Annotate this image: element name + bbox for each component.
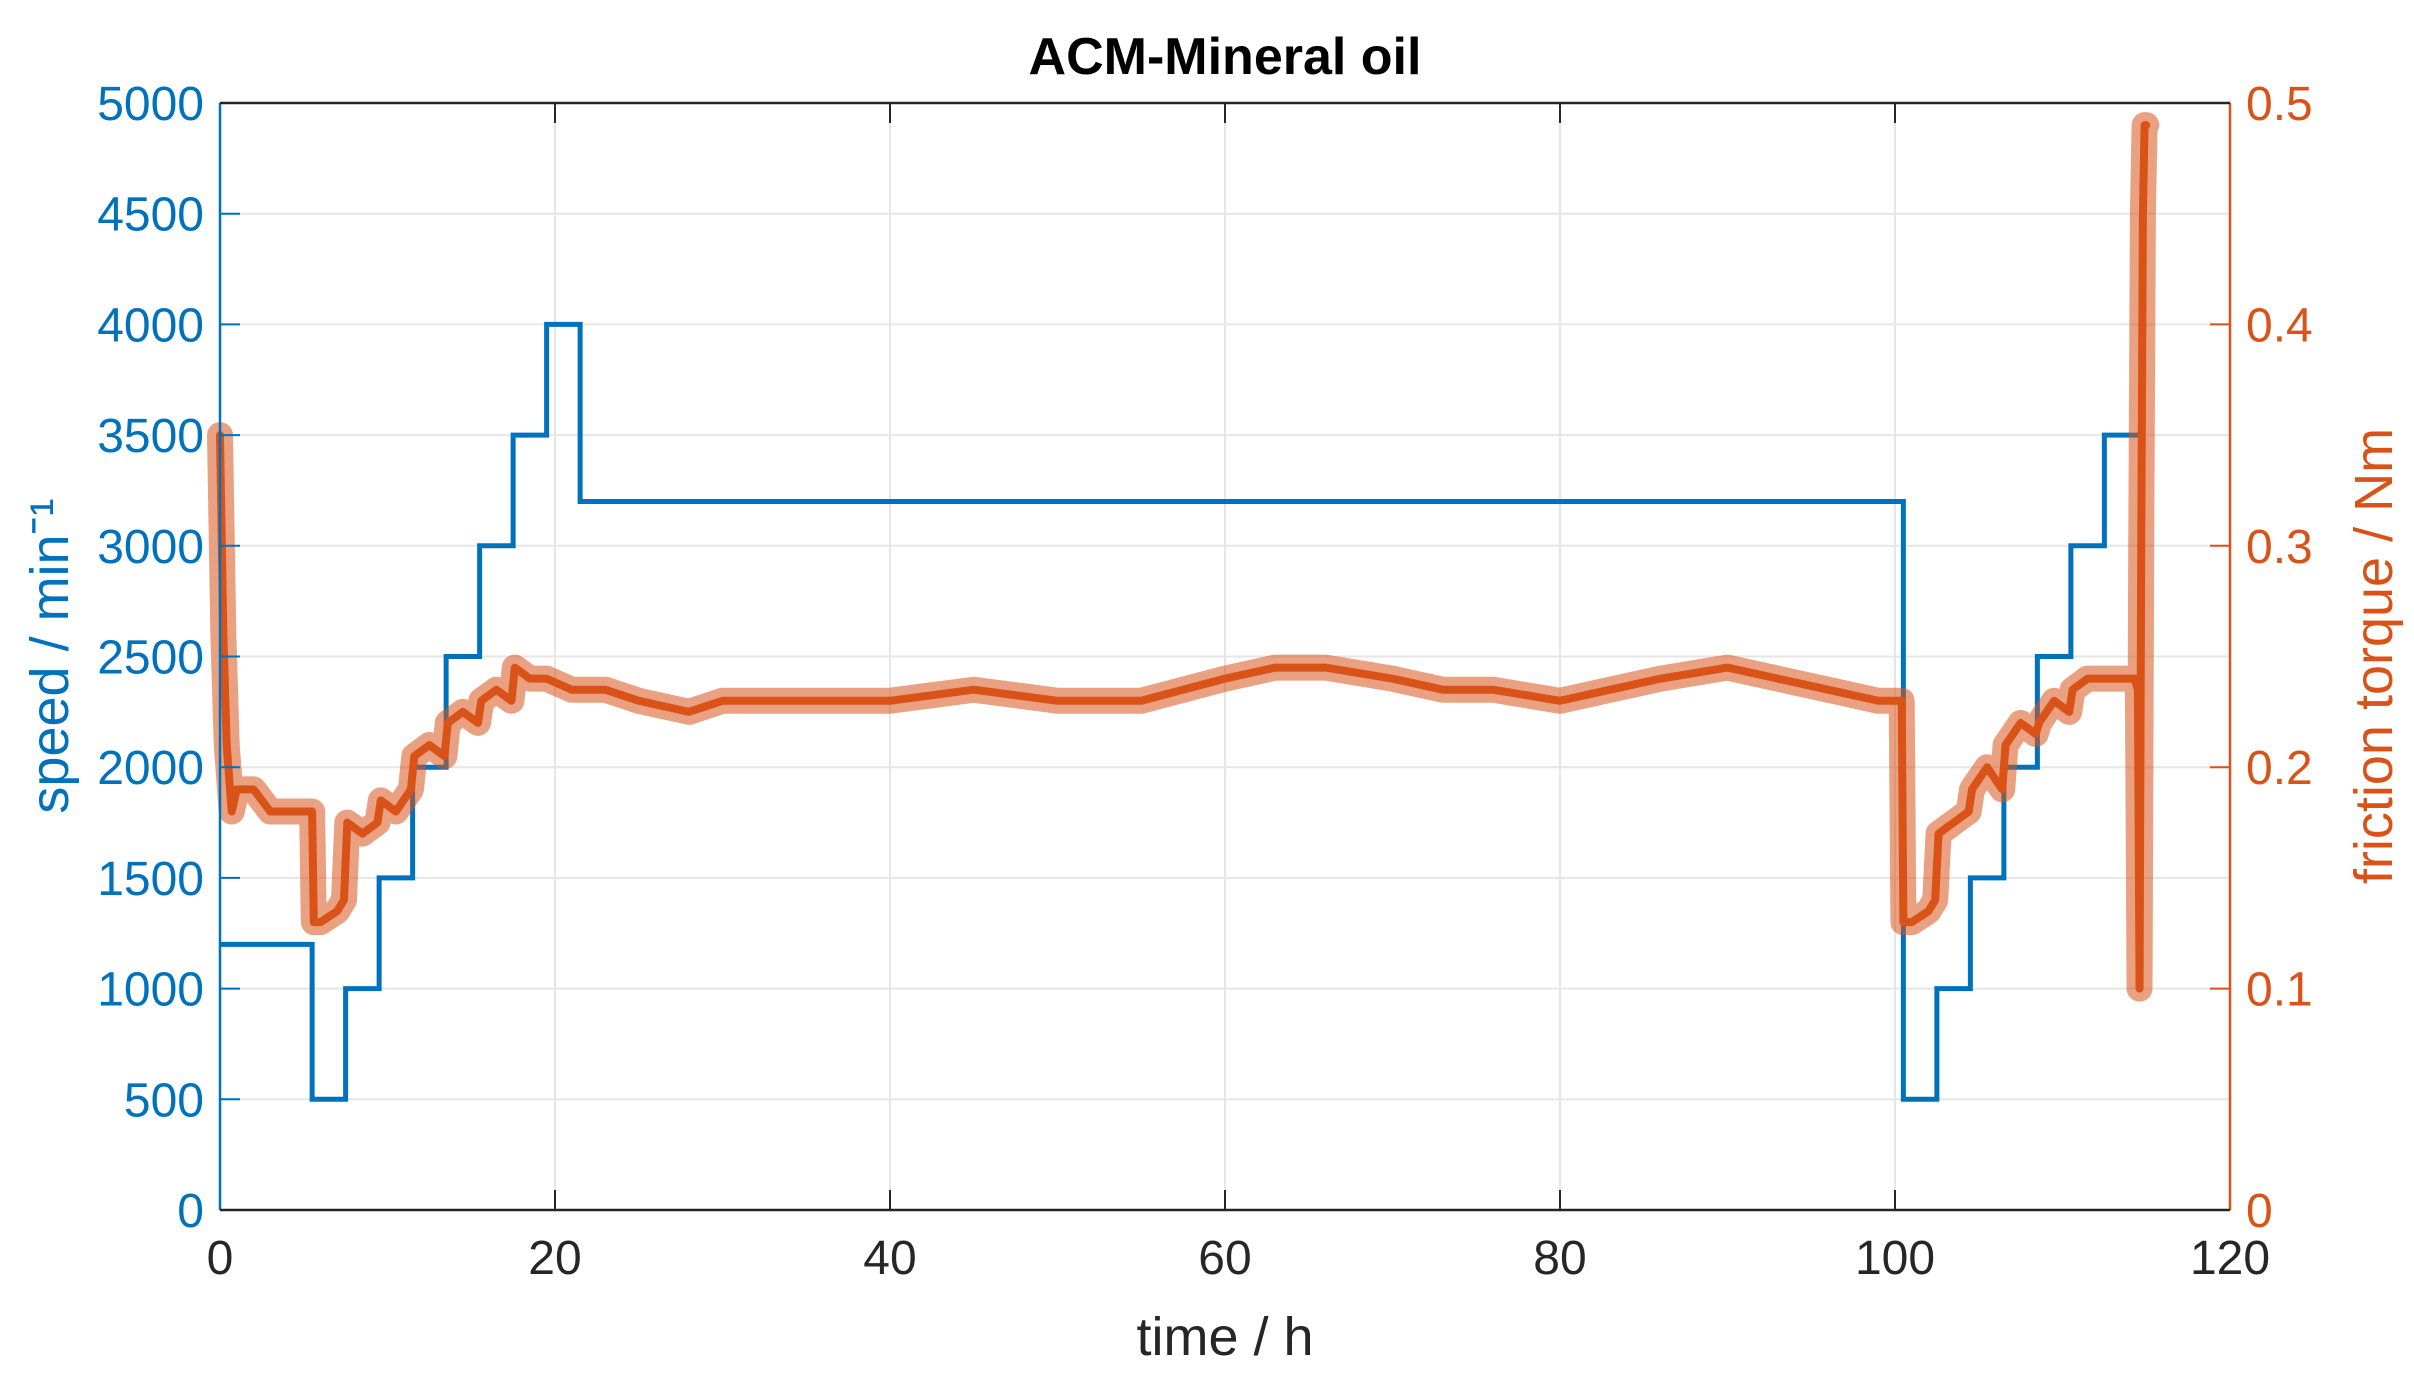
x-axis-label: time / h bbox=[1136, 1307, 1313, 1367]
tick-labels: 0 20 40 60 80 100 1200500100015002000250030003… bbox=[97, 78, 2313, 1285]
left-tick-label: 500 bbox=[124, 1074, 204, 1127]
left-tick-label: 4500 bbox=[97, 189, 204, 242]
x-tick-label: 100 bbox=[1855, 1232, 1935, 1285]
chart-title: ACM-Mineral oil bbox=[1029, 28, 1422, 86]
speed-series bbox=[220, 321, 2147, 1102]
x-tick-label: 120 bbox=[2190, 1232, 2270, 1285]
right-tick-label: 0.2 bbox=[2246, 742, 2313, 795]
x-tick-label: 40 bbox=[863, 1232, 916, 1285]
axes bbox=[218, 101, 2232, 1212]
left-y-axis-label: speed / minˉ¹ bbox=[20, 498, 80, 813]
left-tick-label: 4000 bbox=[97, 299, 204, 352]
right-tick-label: 0.1 bbox=[2246, 964, 2313, 1017]
left-tick-label: 1000 bbox=[97, 964, 204, 1017]
x-tick-label: 0 bbox=[207, 1232, 234, 1285]
x-tick-label: 60 bbox=[1198, 1232, 1251, 1285]
left-tick-label: 2500 bbox=[97, 632, 204, 685]
x-tick-label: 80 bbox=[1533, 1232, 1586, 1285]
left-tick-label: 3000 bbox=[97, 521, 204, 574]
left-tick-label: 3500 bbox=[97, 410, 204, 463]
left-tick-label: 2000 bbox=[97, 742, 204, 795]
right-tick-label: 0 bbox=[2246, 1185, 2273, 1238]
left-tick-label: 1500 bbox=[97, 853, 204, 906]
speed-line bbox=[220, 321, 2147, 1102]
left-tick-label: 0 bbox=[177, 1185, 204, 1238]
torque-series bbox=[207, 112, 2160, 1002]
left-tick-label: 5000 bbox=[97, 78, 204, 131]
right-y-axis-label: friction torque / Nm bbox=[2344, 428, 2404, 884]
right-tick-label: 0.3 bbox=[2246, 521, 2313, 574]
x-tick-label: 20 bbox=[528, 1232, 581, 1285]
right-tick-label: 0.5 bbox=[2246, 78, 2313, 131]
right-tick-label: 0.4 bbox=[2246, 299, 2313, 352]
torque-line bbox=[216, 121, 2151, 993]
